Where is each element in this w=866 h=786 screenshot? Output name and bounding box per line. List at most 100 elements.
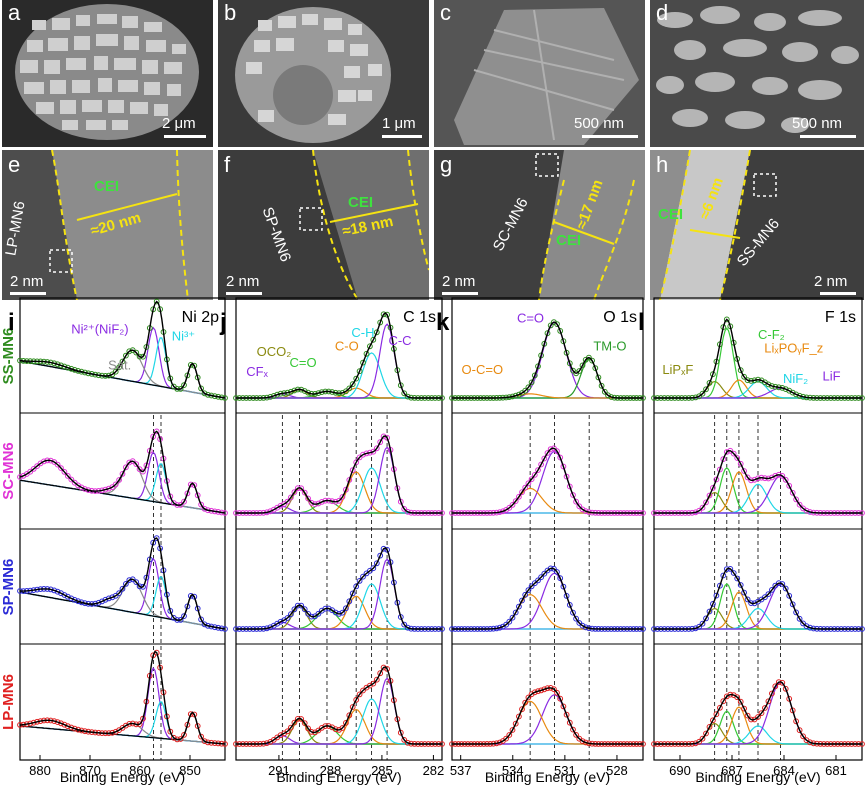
data-point (308, 613, 315, 620)
data-point (547, 446, 554, 453)
data-point (44, 457, 51, 464)
x-tick-label: 870 (79, 763, 101, 778)
component-lif (654, 475, 862, 514)
data-point (500, 508, 506, 515)
data-point (51, 459, 58, 465)
data-point (88, 601, 95, 607)
data-point (528, 583, 535, 590)
data-point (852, 510, 858, 516)
component-ni- (19, 576, 226, 630)
peak-label: LiPₓF (662, 362, 693, 377)
data-point (408, 394, 415, 401)
data-point (51, 587, 58, 594)
data-point (516, 603, 522, 610)
data-point (85, 487, 92, 494)
data-point (264, 740, 270, 746)
data-point (88, 729, 95, 735)
data-point (401, 390, 408, 397)
fit-envelope (19, 537, 226, 630)
data-point (509, 502, 516, 508)
data-point (848, 626, 855, 632)
data-point (102, 730, 109, 737)
data-point (367, 682, 373, 689)
scale-bar-b (382, 135, 422, 138)
data-point (720, 572, 727, 579)
data-point (611, 510, 618, 516)
data-point (468, 395, 475, 401)
data-point (58, 590, 64, 597)
data-point (397, 498, 404, 505)
tem-image-f (218, 150, 429, 300)
data-point (557, 328, 564, 334)
data-point (841, 626, 848, 632)
data-point (264, 509, 270, 516)
component-lixpoyfz (654, 591, 862, 630)
data-point (246, 395, 253, 401)
data-point (522, 484, 529, 491)
component-c-c (236, 558, 442, 630)
data-point (61, 469, 68, 475)
data-point (54, 588, 61, 595)
component-c-o (236, 500, 442, 514)
peak-label: LiₓPOᵧF_z (764, 341, 823, 356)
data-point (325, 388, 332, 395)
data-point (627, 626, 634, 632)
data-point (493, 509, 500, 516)
data-point (425, 510, 432, 516)
data-point (624, 510, 630, 516)
data-point (713, 592, 720, 599)
data-point (339, 494, 346, 500)
data-point (563, 711, 570, 718)
data-point (696, 393, 702, 400)
data-point (458, 741, 465, 747)
data-point (284, 389, 291, 396)
data-point (370, 448, 377, 455)
data-point (27, 587, 34, 594)
data-point (678, 741, 685, 747)
component-c-o (236, 708, 442, 745)
data-point (703, 386, 709, 393)
peak-label: Ni²⁺(NiF₂) (71, 322, 128, 337)
data-point (294, 602, 301, 609)
data-point (61, 592, 68, 598)
data-point (305, 610, 312, 617)
data-point (408, 509, 415, 516)
data-point (630, 395, 637, 401)
data-point (506, 732, 513, 738)
data-point (471, 741, 478, 747)
peak-label: C=O (290, 355, 317, 370)
data-point (257, 395, 263, 401)
data-point (586, 625, 592, 632)
data-point (102, 486, 109, 493)
data-point (814, 625, 820, 632)
component-lipxf (654, 607, 862, 630)
data-point (803, 737, 810, 744)
data-point (509, 393, 516, 400)
data-point (654, 741, 661, 747)
data-point (95, 729, 102, 736)
data-point (133, 579, 140, 585)
data-point (153, 649, 160, 656)
panel-letter-h: h (656, 152, 669, 177)
data-point (140, 583, 146, 590)
row-label-ss-mn6: SS-MN6 (0, 328, 17, 385)
data-point (480, 510, 487, 516)
data-point (336, 727, 342, 733)
data-point (187, 481, 194, 488)
data-point (170, 734, 177, 741)
data-point (236, 510, 243, 516)
data-point (157, 436, 164, 443)
x-tick-label: 687 (721, 763, 743, 778)
data-point (734, 455, 741, 461)
data-point (654, 626, 661, 632)
data-point (146, 672, 153, 679)
peak-label: C=O (517, 310, 544, 325)
data-point (692, 740, 699, 747)
data-point (598, 382, 605, 389)
data-point (270, 737, 277, 743)
data-point (554, 569, 560, 575)
data-point (834, 510, 841, 516)
data-point (274, 620, 281, 627)
data-point (160, 567, 167, 574)
